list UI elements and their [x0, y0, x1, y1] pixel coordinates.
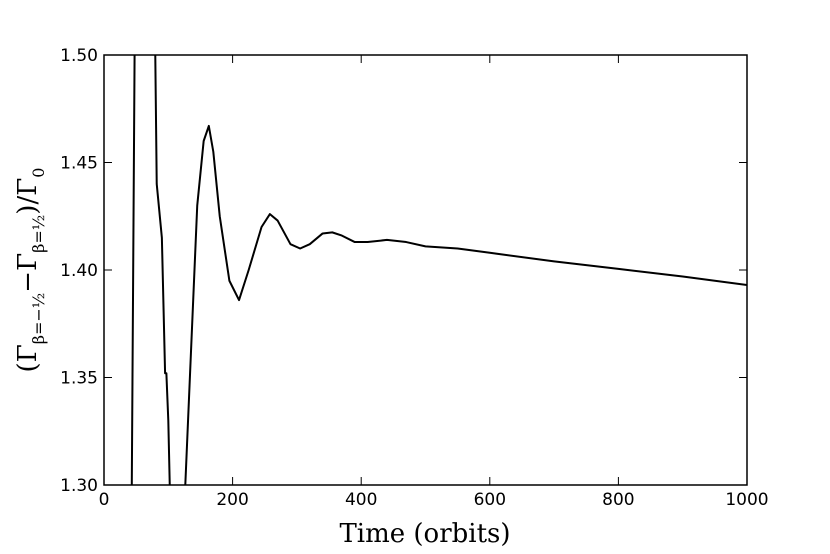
y-tick-label: 1.50 — [60, 46, 98, 66]
x-tick-label: 400 — [345, 490, 377, 510]
x-axis-label: Time (orbits) — [339, 519, 510, 549]
y-tick-label: 1.35 — [60, 369, 98, 389]
x-tick-label: 200 — [216, 490, 248, 510]
x-tick-label: 0 — [99, 490, 110, 510]
x-tick-label: 1000 — [725, 490, 768, 510]
y-label-part: β=−½ — [29, 293, 48, 345]
y-label-part: 0 — [29, 168, 48, 178]
data-line — [130, 55, 747, 485]
y-tick-label: 1.40 — [60, 261, 98, 281]
axes-frame — [103, 54, 748, 486]
y-tick-label: 1.30 — [60, 476, 98, 496]
plot-area — [130, 55, 747, 485]
y-label-part: −Γ — [13, 253, 43, 293]
y-axis-label: (Γβ=−½−Γβ=½)/Γ0 — [13, 168, 48, 373]
y-label-part: )/Γ — [13, 178, 43, 215]
x-tick-label: 600 — [474, 490, 506, 510]
y-label-part: (Γ — [13, 344, 43, 372]
y-label-part: β=½ — [29, 215, 48, 253]
x-tick-label: 800 — [602, 490, 634, 510]
y-tick-label: 1.45 — [60, 154, 98, 174]
